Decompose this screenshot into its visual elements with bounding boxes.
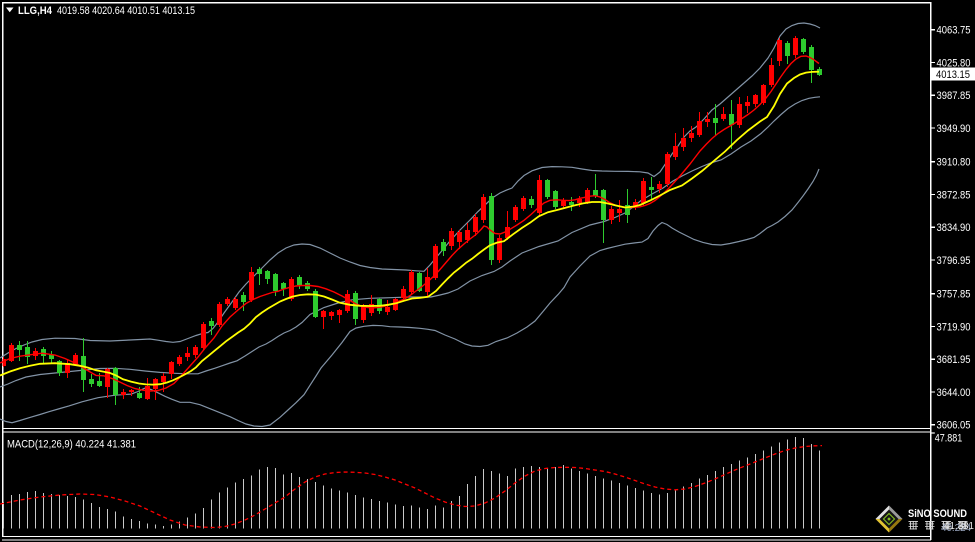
svg-text:3987.85: 3987.85 — [937, 90, 971, 102]
svg-text:3681.95: 3681.95 — [937, 354, 971, 366]
svg-text:3910.80: 3910.80 — [937, 157, 971, 169]
svg-text:4019.58 4020.64 4010.51 4013.1: 4019.58 4020.64 4010.51 4013.15 — [57, 5, 195, 17]
svg-text:3796.95: 3796.95 — [937, 255, 971, 267]
svg-text:3834.90: 3834.90 — [937, 222, 971, 234]
svg-text:3757.85: 3757.85 — [937, 289, 971, 301]
svg-text:SiNO SOUND: SiNO SOUND — [908, 508, 967, 520]
svg-text:3644.00: 3644.00 — [937, 387, 971, 399]
svg-text:LLG,H4: LLG,H4 — [18, 5, 52, 17]
svg-text:3606.05: 3606.05 — [937, 420, 971, 432]
svg-text:41.381: 41.381 — [944, 520, 974, 532]
svg-text:4013.15: 4013.15 — [936, 69, 970, 81]
svg-text:47.881: 47.881 — [935, 433, 963, 445]
svg-text:MACD(12,26,9) 40.224 41.381: MACD(12,26,9) 40.224 41.381 — [7, 439, 136, 451]
svg-text:3719.90: 3719.90 — [937, 321, 971, 333]
svg-text:4025.80: 4025.80 — [937, 57, 971, 69]
svg-text:3872.85: 3872.85 — [937, 189, 971, 201]
svg-text:3949.90: 3949.90 — [937, 123, 971, 135]
svg-text:4063.75: 4063.75 — [937, 25, 971, 37]
svg-text:40.224: 40.224 — [941, 522, 971, 534]
